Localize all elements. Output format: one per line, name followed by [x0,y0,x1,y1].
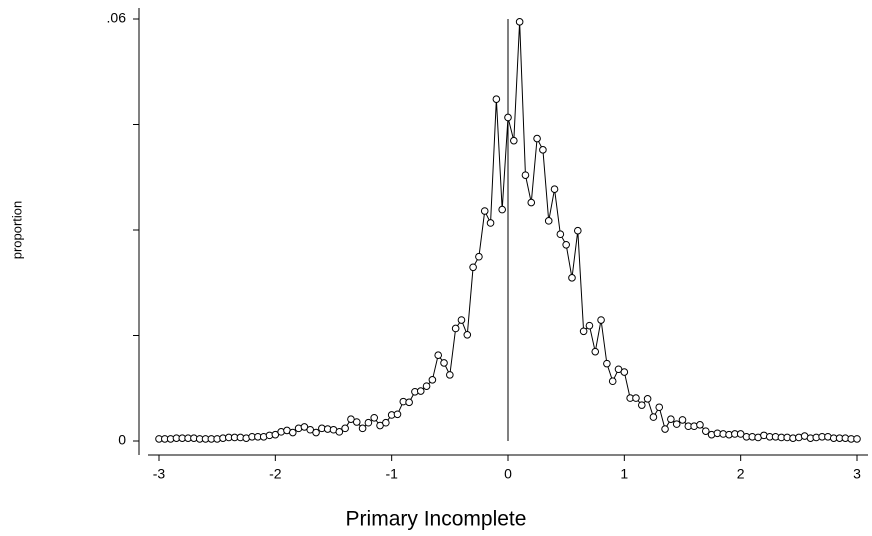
marker [475,252,483,261]
x-tick-label: 1 [620,466,628,482]
marker [498,205,506,214]
marker [568,274,576,282]
marker [550,185,559,194]
marker [515,18,524,26]
marker [556,230,565,239]
marker [574,226,582,235]
marker [661,425,669,433]
marker [405,398,413,407]
x-tick-label: -3 [153,466,166,482]
marker [696,421,704,429]
marker [428,376,437,384]
marker [632,394,640,402]
marker [341,424,349,433]
marker [643,395,652,403]
marker [672,420,681,428]
marker [312,428,320,437]
marker [510,136,518,145]
marker [370,413,379,422]
marker [382,418,390,427]
marker [608,377,617,386]
marker [539,146,547,154]
marker [416,387,425,395]
x-tick-label: 2 [737,466,745,482]
x-tick-label: -2 [269,466,282,482]
marker [446,371,454,379]
marker [492,95,501,103]
y-tick-label: 0 [118,432,126,448]
marker [358,424,367,433]
marker [527,198,536,207]
marker [335,428,344,436]
marker [620,368,629,376]
marker [352,418,361,426]
marker [521,171,530,179]
marker [701,427,710,435]
marker [434,351,443,359]
marker [480,207,489,215]
marker [603,359,611,368]
marker [288,428,297,437]
marker [562,240,570,249]
x-axis-title: Primary Incomplete [346,508,527,531]
marker [451,324,460,333]
y-tick-label: .06 [107,10,127,26]
marker [678,416,687,424]
marker [533,134,541,143]
marker [486,219,495,227]
x-tick-label: 3 [853,466,861,482]
marker [853,435,861,443]
y-axis-title: proportion [9,201,24,260]
marker [637,401,646,409]
marker [649,413,658,421]
marker [457,316,466,324]
marker [440,359,448,367]
marker [585,321,594,330]
marker [655,403,664,412]
marker [579,327,588,336]
marker [591,347,600,356]
marker [597,316,605,324]
marker [504,113,512,122]
x-tick-label: 0 [504,466,512,482]
marker [667,415,675,423]
marker [364,418,373,427]
marker [544,217,553,225]
marker [463,330,472,339]
marker [393,410,402,419]
marker [422,382,431,390]
x-tick-label: -1 [385,466,398,482]
marker [469,263,477,272]
